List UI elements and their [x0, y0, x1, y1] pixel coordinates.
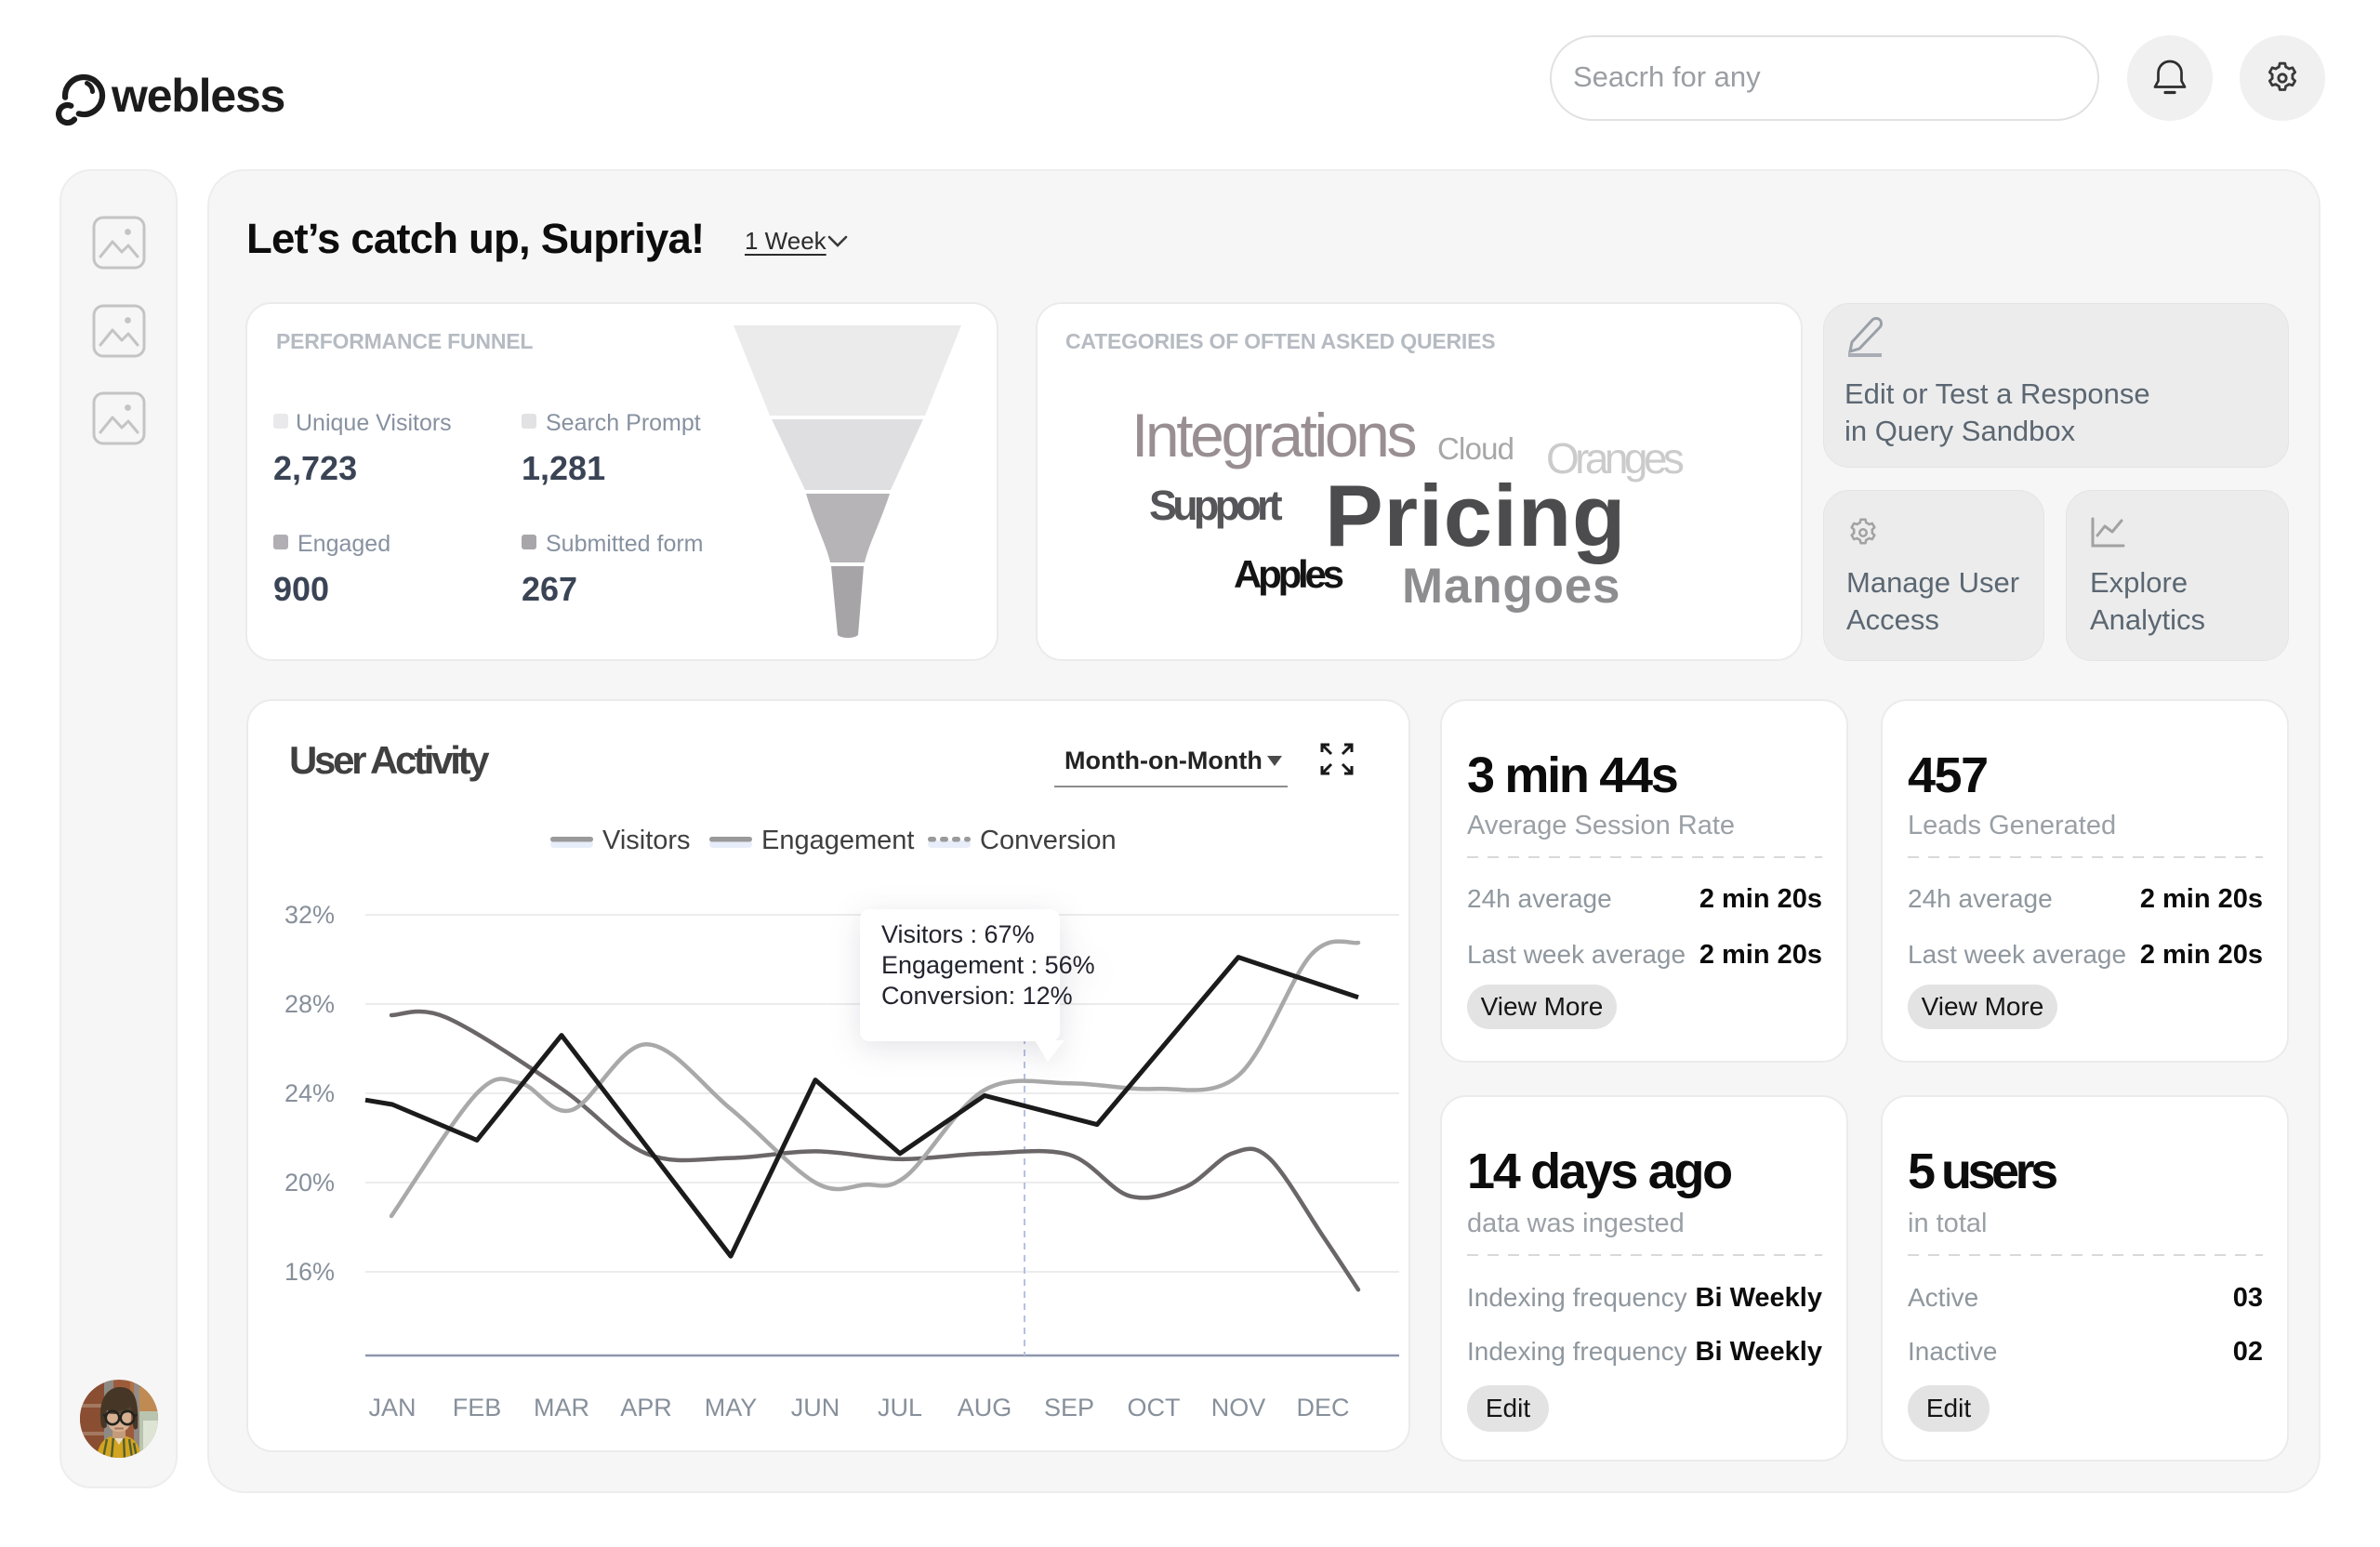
svg-text:28%: 28% — [284, 990, 335, 1018]
svg-text:Visitors : 67%: Visitors : 67% — [881, 920, 1035, 948]
svg-text:Conversion: Conversion — [980, 826, 1117, 855]
svg-text:24%: 24% — [284, 1079, 335, 1107]
svg-text:NOV: NOV — [1211, 1394, 1266, 1421]
svg-text:MAR: MAR — [534, 1394, 589, 1421]
svg-text:JAN: JAN — [368, 1394, 416, 1421]
svg-text:JUL: JUL — [878, 1394, 922, 1421]
svg-text:SEP: SEP — [1044, 1394, 1094, 1421]
svg-text:Visitors: Visitors — [602, 826, 691, 855]
svg-text:32%: 32% — [284, 901, 335, 929]
svg-text:20%: 20% — [284, 1169, 335, 1197]
svg-text:AUG: AUG — [958, 1394, 1012, 1421]
svg-text:JUN: JUN — [791, 1394, 840, 1421]
svg-text:Conversion: 12%: Conversion: 12% — [881, 982, 1073, 1010]
svg-text:16%: 16% — [284, 1258, 335, 1286]
svg-text:MAY: MAY — [705, 1394, 758, 1421]
svg-text:Engagement : 56%: Engagement : 56% — [881, 951, 1095, 979]
svg-text:APR: APR — [620, 1394, 672, 1421]
svg-text:Engagement: Engagement — [761, 826, 914, 855]
svg-text:FEB: FEB — [453, 1394, 502, 1421]
svg-text:DEC: DEC — [1296, 1394, 1349, 1421]
svg-text:OCT: OCT — [1128, 1394, 1181, 1421]
